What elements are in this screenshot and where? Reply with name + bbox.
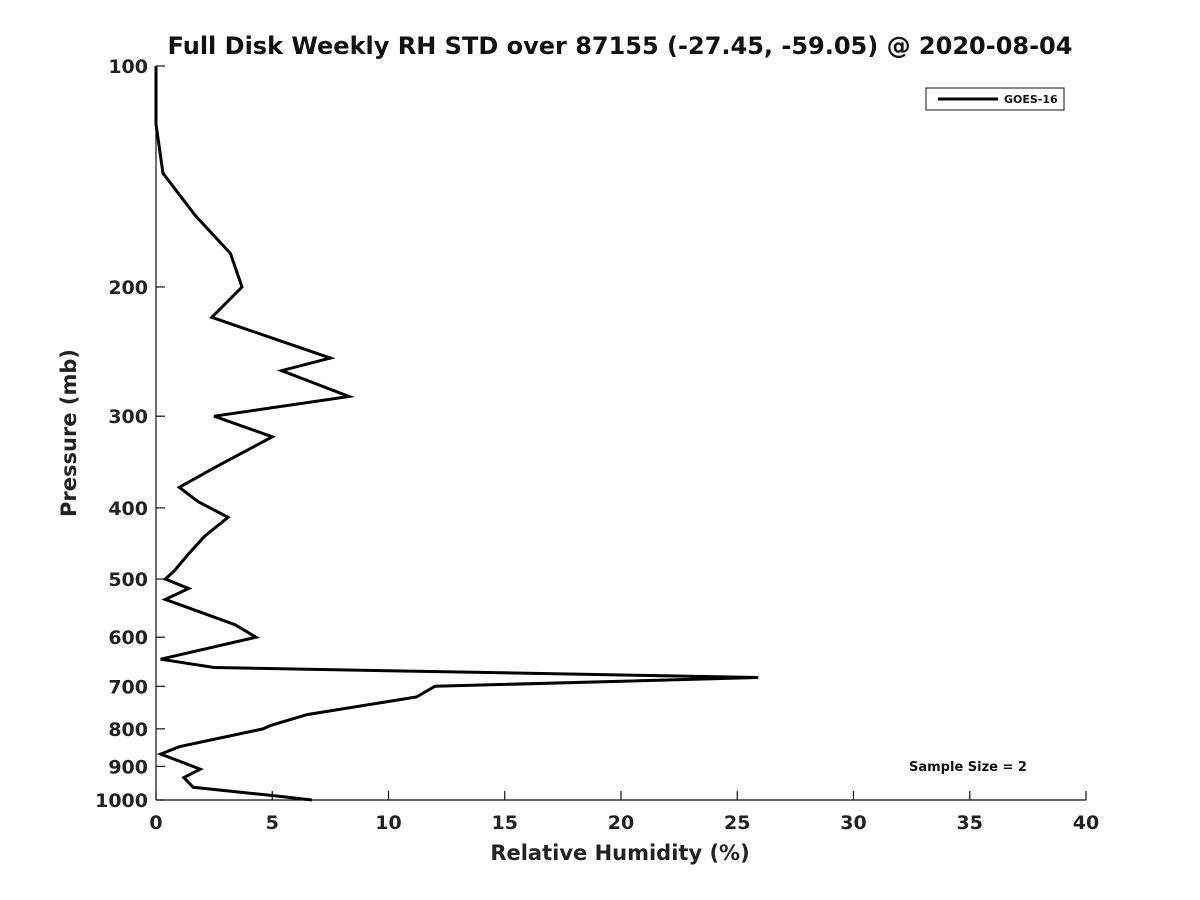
- x-tick-label: 30: [840, 812, 866, 834]
- legend: GOES-16: [925, 87, 1065, 111]
- y-tick-label: 900: [108, 756, 148, 778]
- x-axis-ticks: 0 5 10 15 20 25 30 35 40: [149, 791, 1099, 834]
- x-tick-label: 15: [492, 812, 518, 834]
- x-tick-label: 0: [149, 812, 162, 834]
- y-tick-label: 300: [108, 406, 148, 428]
- x-tick-label: 35: [957, 812, 983, 834]
- y-tick-label: 400: [108, 498, 148, 520]
- sample-size-annotation: Sample Size = 2: [909, 760, 1027, 775]
- x-axis-label: Relative Humidity (%): [490, 841, 749, 865]
- y-axis-label: Pressure (mb): [57, 349, 81, 517]
- y-tick-label: 500: [108, 569, 148, 591]
- y-tick-label: 200: [108, 277, 148, 299]
- x-tick-label: 10: [375, 812, 401, 834]
- legend-entry-goes-16: GOES-16: [1004, 93, 1058, 106]
- y-axis-ticks: 100 200 300 400 500 600 700 800 900 1000: [95, 56, 165, 812]
- y-tick-label: 600: [108, 627, 148, 649]
- series-layer: [154, 66, 759, 802]
- series-line-goes-16: [154, 66, 759, 802]
- y-tick-label: 100: [108, 56, 148, 78]
- x-tick-label: 40: [1073, 812, 1099, 834]
- chart-title: Full Disk Weekly RH STD over 87155 (-27.…: [168, 32, 1073, 60]
- y-tick-label: 800: [108, 719, 148, 741]
- y-tick-label: 700: [108, 676, 148, 698]
- x-tick-label: 25: [724, 812, 750, 834]
- x-tick-label: 5: [266, 812, 279, 834]
- x-tick-label: 20: [608, 812, 634, 834]
- y-tick-label: 1000: [95, 790, 148, 812]
